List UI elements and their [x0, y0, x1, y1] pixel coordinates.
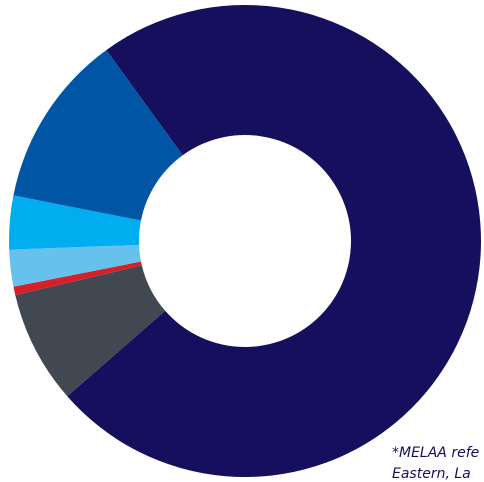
donut-slice-4 — [9, 244, 142, 287]
donut-slice-1 — [67, 4, 482, 477]
footnote-line-1: *MELAA refe — [392, 445, 480, 461]
donut-slice-5 — [9, 195, 141, 250]
donut-slice-2 — [15, 265, 166, 397]
donut-slice-3 — [13, 261, 142, 296]
donut-slice-6 — [13, 50, 183, 221]
footnote-line-2: Eastern, La — [392, 466, 471, 482]
